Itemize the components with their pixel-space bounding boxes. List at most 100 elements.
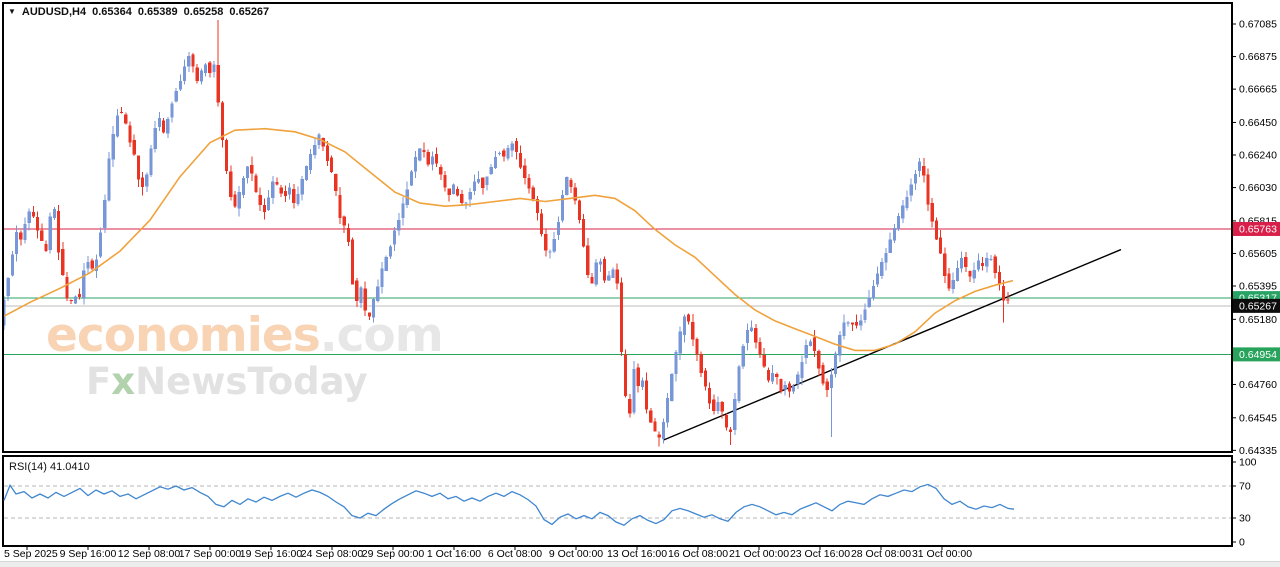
candle-down <box>275 182 279 185</box>
candle-up <box>611 269 615 278</box>
candle-down <box>460 193 464 204</box>
y-axis-price-label: 0.64335 <box>1239 445 1277 457</box>
candle-wick-down <box>1003 279 1005 323</box>
candle-down <box>724 415 728 428</box>
candle-down <box>321 137 325 147</box>
candle-up <box>913 174 917 184</box>
main-price-panel[interactable] <box>2 2 1233 453</box>
candle-up <box>4 299 6 326</box>
candle-wick-down <box>776 372 778 385</box>
candle-up <box>115 115 119 137</box>
candle-up <box>204 64 208 74</box>
candle-down <box>65 276 69 299</box>
x-axis-date-label: 12 Sep 08:00 <box>118 548 181 560</box>
candle-up <box>892 227 896 241</box>
candle-up <box>888 239 892 253</box>
candle-wick-up <box>830 367 832 438</box>
candle-down <box>850 322 854 325</box>
candle-down <box>603 258 607 281</box>
candle-down <box>590 277 594 284</box>
candle-up <box>640 380 644 387</box>
candle-up <box>212 64 216 73</box>
candle-up <box>741 346 745 367</box>
x-axis-date-label: 23 Oct 16:00 <box>790 548 850 560</box>
symbol-dropdown-icon[interactable]: ▼ <box>8 6 16 16</box>
candle-up <box>397 220 401 231</box>
candle-down <box>712 399 716 412</box>
candle-up <box>304 165 308 181</box>
rsi-panel[interactable] <box>2 455 1233 547</box>
x-axis-date-label: 13 Oct 16:00 <box>607 548 667 560</box>
candle-up <box>842 322 846 337</box>
candle-up <box>804 344 808 358</box>
candle-up <box>94 259 98 271</box>
candle-up <box>506 147 510 159</box>
candle-down <box>582 219 586 247</box>
candle-wick-down <box>70 299 72 305</box>
x-axis-date-label: 16 Oct 08:00 <box>668 548 728 560</box>
candle-wick-down <box>658 431 660 447</box>
candle-down <box>136 155 140 180</box>
candle-up <box>783 385 787 390</box>
candle-up <box>976 260 980 270</box>
candle-up <box>393 230 397 245</box>
candle-down <box>775 374 779 377</box>
chart-symbol-timeframe: AUDUSD,H4 <box>21 6 87 18</box>
candle-down <box>535 198 539 213</box>
candle-wick-down <box>217 20 219 107</box>
x-axis-date-label: 6 Oct 08:00 <box>488 548 542 560</box>
candle-up <box>111 134 115 160</box>
candle-down <box>573 187 577 201</box>
candle-up <box>271 181 275 199</box>
x-axis-date-label: 9 Oct 00:00 <box>549 548 603 560</box>
candle-up <box>552 239 556 252</box>
candle-up <box>170 103 174 118</box>
candle-up <box>157 117 161 127</box>
main-plot-layer[interactable] <box>2 20 1231 447</box>
candle-down <box>729 429 733 433</box>
candle-up <box>267 197 271 210</box>
candle-wick-down <box>1007 292 1009 305</box>
candle-up <box>388 246 392 257</box>
watermark-brand-name: economies <box>46 308 321 363</box>
candle-up <box>682 316 686 336</box>
candle-down <box>355 280 359 302</box>
candle-down <box>766 369 770 381</box>
candle-down <box>330 157 334 173</box>
candle-up <box>674 351 678 375</box>
candle-up <box>678 331 682 354</box>
candle-up <box>359 287 363 303</box>
candle-down <box>708 387 712 404</box>
candle-up <box>376 286 380 301</box>
candle-down <box>754 327 758 343</box>
candle-down <box>229 171 233 198</box>
candle-up <box>985 257 989 267</box>
candle-up <box>468 192 472 200</box>
candle-down <box>351 239 355 285</box>
candle-down <box>128 125 132 143</box>
candle-down <box>968 270 972 277</box>
candle-up <box>99 232 103 257</box>
candle-down <box>90 260 94 269</box>
candle-up <box>897 216 901 230</box>
candle-up <box>561 195 565 221</box>
candle-down <box>250 164 254 174</box>
candle-up <box>237 192 241 209</box>
rsi-axis-label: 70 <box>1239 481 1251 493</box>
chart-title-bar: ▼ AUDUSD,H4 0.65364 0.65389 0.65258 0.65… <box>8 6 269 18</box>
candle-up <box>430 156 434 165</box>
quote-open: 0.65364 <box>92 6 132 18</box>
candle-up <box>745 329 749 344</box>
candle-up <box>867 297 871 308</box>
bottom-scroll-strip[interactable] <box>0 561 1280 567</box>
candle-down <box>577 200 581 220</box>
candle-down <box>262 204 266 213</box>
candle-up <box>548 251 552 253</box>
candle-down <box>254 175 258 192</box>
candle-down <box>926 174 930 205</box>
candle-up <box>808 341 812 346</box>
candle-up <box>414 157 418 172</box>
x-axis-date-label: 29 Sep 00:00 <box>362 548 425 560</box>
